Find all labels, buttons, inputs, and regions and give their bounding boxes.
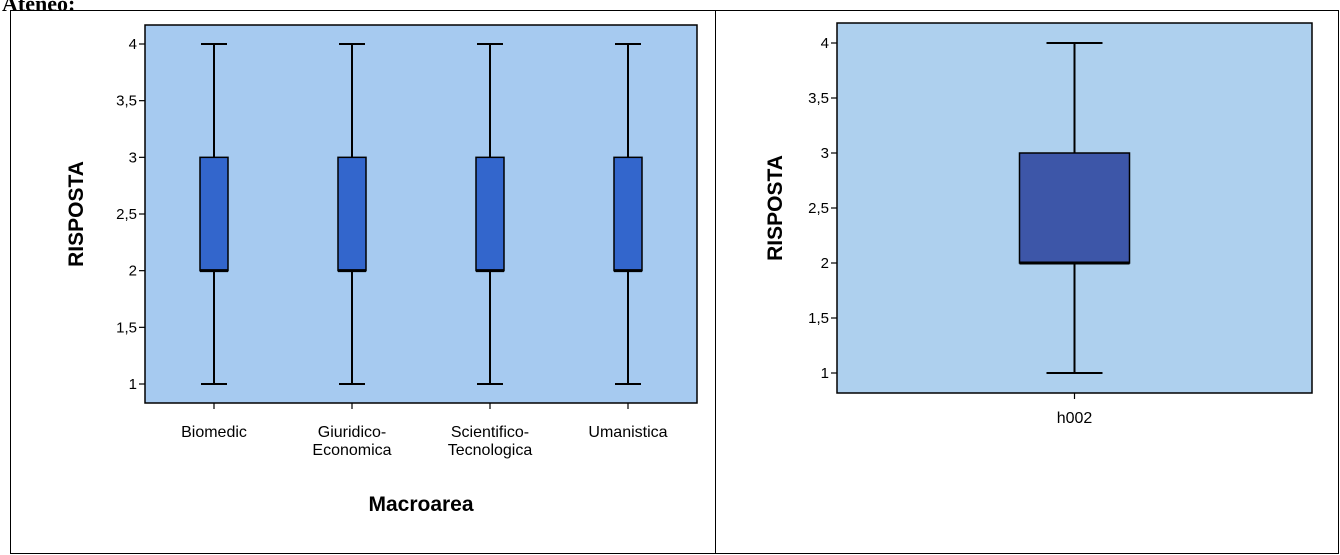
y-axis-title: RISPOSTA	[65, 161, 88, 267]
plot-area	[144, 24, 698, 404]
y-tick-label: 1,5	[808, 310, 829, 327]
y-tick-label: 4	[129, 36, 137, 53]
chart-cell-macroarea: 1 1,5 2 2,5 3 3,5 4 RISPOSTA Biomedic Giuridico- E…	[10, 10, 716, 554]
y-tick-label: 3	[821, 145, 829, 162]
x-tick-label: Giuridico-	[318, 424, 386, 441]
box-iqr	[337, 156, 367, 272]
y-tick-label: 4	[821, 35, 829, 52]
chart-cell-h002: 1 1,5 2 2,5 3 3,5 4 RISPOSTA h002	[715, 10, 1339, 554]
x-tick-label: Tecnologica	[448, 442, 533, 459]
x-axis-title: Macroarea	[368, 493, 473, 516]
y-tick-label: 3	[129, 149, 137, 166]
box-iqr	[199, 156, 229, 272]
y-tick-label: 2	[821, 255, 829, 272]
x-tick-label: Economica	[312, 442, 391, 459]
box-iqr	[475, 156, 505, 272]
boxplot-chart-macroarea: 1 1,5 2 2,5 3 3,5 4 RISPOSTA Biomedic Giuridico-E…	[65, 24, 698, 516]
y-tick-label: 2,5	[808, 200, 829, 217]
y-tick-label: 1	[129, 376, 137, 393]
y-axis-title: RISPOSTA	[764, 155, 787, 261]
y-tick-label: 1,5	[116, 319, 137, 336]
page-heading: Ateneo:	[2, 0, 76, 16]
y-tick-label: 3,5	[116, 93, 137, 110]
boxplot-chart-h002: 1 1,5 2 2,5 3 3,5 4 RISPOSTA h002	[764, 22, 1313, 427]
x-tick-label: h002	[1057, 410, 1093, 427]
y-tick-label: 2	[129, 263, 137, 280]
y-tick-label: 2,5	[116, 206, 137, 223]
box-iqr	[613, 156, 643, 272]
y-tick-label: 3,5	[808, 90, 829, 107]
x-tick-label: Umanistica	[588, 424, 667, 441]
x-tick-label: Biomedic	[181, 424, 247, 441]
y-tick-label: 1	[821, 365, 829, 382]
box-iqr	[1018, 152, 1131, 264]
x-tick-label: Scientifico-	[451, 424, 529, 441]
